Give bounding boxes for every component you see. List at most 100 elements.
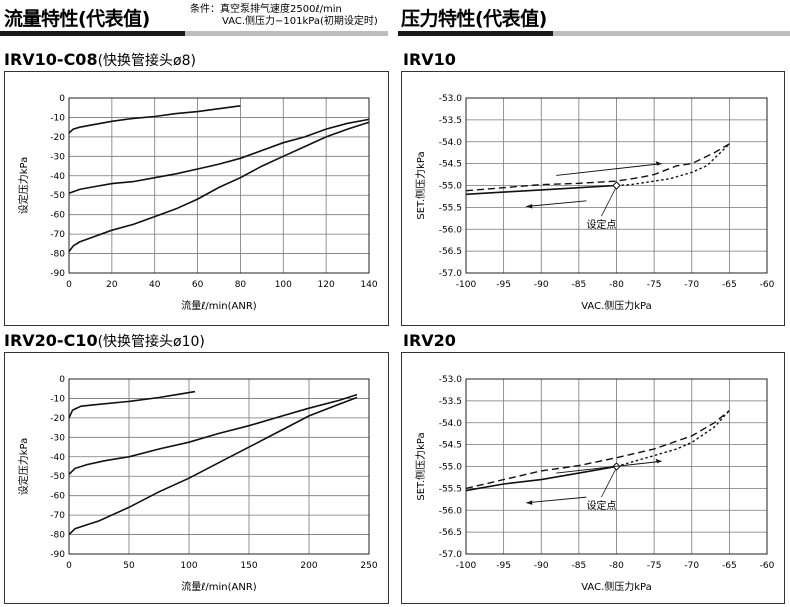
x-axis-label: VAC.侧压力kPa xyxy=(581,580,652,593)
x-tick-label: -65 xyxy=(722,280,737,290)
set-point-leader xyxy=(601,469,616,498)
y-tick-label: -90 xyxy=(50,550,65,560)
x-tick-label: -90 xyxy=(534,280,549,290)
x-tick-label: -85 xyxy=(572,280,587,290)
y-tick-label: -56.5 xyxy=(439,528,462,538)
x-tick-label: -75 xyxy=(647,280,662,290)
arrow-decreasing xyxy=(526,496,587,504)
y-axis-label: SET.侧压力kPa xyxy=(414,432,427,500)
x-tick-label: -85 xyxy=(572,561,587,571)
x-tick-label: 0 xyxy=(66,280,72,290)
set-point-leader xyxy=(601,188,616,217)
chart-flow-irv20-c10: 0 50 100 150 200 250 0 -10 -20 -30 -40 -50 -60 -70 -80… xyxy=(17,375,378,593)
y-tick-label: -40 xyxy=(50,172,65,182)
x-tick-label: -60 xyxy=(760,561,775,571)
x-tick-label: -65 xyxy=(722,561,737,571)
panel4-frame xyxy=(401,352,785,604)
left-section-title: 流量特性(代表值) xyxy=(4,8,150,30)
y-tick-label: -60 xyxy=(50,492,65,502)
right-section-bar xyxy=(398,31,790,36)
y-tick-label: -55.5 xyxy=(439,484,462,494)
arrow-decreasing-head xyxy=(526,204,533,209)
x-axis-label: VAC.侧压力kPa xyxy=(581,299,652,312)
x-tick-label: -75 xyxy=(647,561,662,571)
y-tick-label: 0 xyxy=(59,94,65,104)
panel3-frame xyxy=(4,352,389,604)
y-tick-label: -30 xyxy=(50,433,65,443)
y-tick-label: 0 xyxy=(59,375,65,385)
series-line-1 xyxy=(465,465,617,492)
series-line-3 xyxy=(465,143,730,192)
y-tick-label: -20 xyxy=(50,414,65,424)
y-tick-label: -53.0 xyxy=(439,94,463,104)
x-tick-label: 250 xyxy=(360,561,377,571)
panel1-title-main: IRV10-C08 xyxy=(4,50,98,69)
chart-pressure-irv10: -100 -95 -90 -85 -80 -75 -70 -65 -60 -53.0 -53.5 -5… xyxy=(414,94,775,312)
series-line-3 xyxy=(68,396,358,536)
arrow-increasing xyxy=(556,460,662,474)
y-tick-label: -57.0 xyxy=(439,269,463,279)
y-tick-label: -70 xyxy=(50,230,65,240)
panel2-frame xyxy=(401,71,785,326)
x-tick-label: -80 xyxy=(609,561,624,571)
series-line-2 xyxy=(68,393,358,475)
x-tick-label: 0 xyxy=(66,561,72,571)
x-tick-label: 140 xyxy=(360,280,377,290)
series-line-3 xyxy=(465,409,730,490)
y-axis-label: 设定压力kPa xyxy=(17,438,30,496)
chart-pressure-irv20: -100 -95 -90 -85 -80 -75 -70 -65 -60 -53.0 -53.5 -5… xyxy=(414,375,775,593)
panel1-title-sub: (快换管接头ø8) xyxy=(97,53,196,69)
plot-area xyxy=(465,378,768,555)
arrow-decreasing-head xyxy=(526,500,533,505)
set-point-label: 设定点 xyxy=(586,218,616,231)
x-tick-label: 150 xyxy=(240,561,257,571)
y-tick-label: -80 xyxy=(50,531,65,541)
panel1-frame xyxy=(4,71,389,326)
x-tick-label: 60 xyxy=(192,280,204,290)
y-tick-label: -56.0 xyxy=(439,506,463,516)
y-tick-label: -54.0 xyxy=(439,138,463,148)
series-line-1 xyxy=(68,105,241,134)
series-line-3 xyxy=(68,121,370,253)
y-tick-label: -40 xyxy=(50,453,65,463)
panel1-title: IRV10-C08(快换管接头ø8) xyxy=(4,50,196,70)
left-section-bar xyxy=(0,31,388,36)
x-tick-label: -95 xyxy=(496,561,511,571)
y-tick-label: -60 xyxy=(50,211,65,221)
series-line-2 xyxy=(616,410,730,468)
y-tick-label: -54.5 xyxy=(439,441,462,451)
y-tick-label: -55.5 xyxy=(439,203,462,213)
y-tick-label: -30 xyxy=(50,152,65,162)
x-tick-label: -70 xyxy=(684,280,699,290)
x-tick-label: 100 xyxy=(180,561,197,571)
y-tick-label: -55.0 xyxy=(439,182,463,192)
x-tick-label: 40 xyxy=(149,280,161,290)
chart-flow-irv10-c08: 0 20 40 60 80 100 120 140 0 -10 -20 -30 -40 -50 -60 -70… xyxy=(17,94,378,312)
x-tick-label: -95 xyxy=(496,280,511,290)
plot-area xyxy=(465,97,768,274)
x-tick-label: 50 xyxy=(123,561,135,571)
x-tick-label: 20 xyxy=(106,280,118,290)
y-tick-label: -70 xyxy=(50,511,65,521)
y-tick-label: -80 xyxy=(50,250,65,260)
series-line-1 xyxy=(465,184,617,196)
x-tick-label: 100 xyxy=(275,280,292,290)
plot-area xyxy=(68,97,370,274)
y-tick-label: -56.0 xyxy=(439,225,463,235)
y-tick-label: -50 xyxy=(50,191,65,201)
conditions-label: 条件： xyxy=(190,4,220,15)
y-axis-label: SET.侧压力kPa xyxy=(414,151,427,219)
set-point-label: 设定点 xyxy=(586,499,616,512)
y-tick-label: -10 xyxy=(50,394,65,404)
conditions-line2: VAC.侧压力−101kPa(初期设定时) xyxy=(222,16,378,27)
arrow-decreasing xyxy=(526,200,587,207)
y-tick-label: -90 xyxy=(50,269,65,279)
plot-area xyxy=(68,378,370,555)
x-tick-label: -100 xyxy=(456,280,477,290)
x-tick-label: 80 xyxy=(235,280,247,290)
y-tick-label: -53.5 xyxy=(439,397,462,407)
arrow-increasing-head xyxy=(655,161,662,166)
x-tick-label: -90 xyxy=(534,561,549,571)
x-tick-label: -100 xyxy=(456,561,477,571)
